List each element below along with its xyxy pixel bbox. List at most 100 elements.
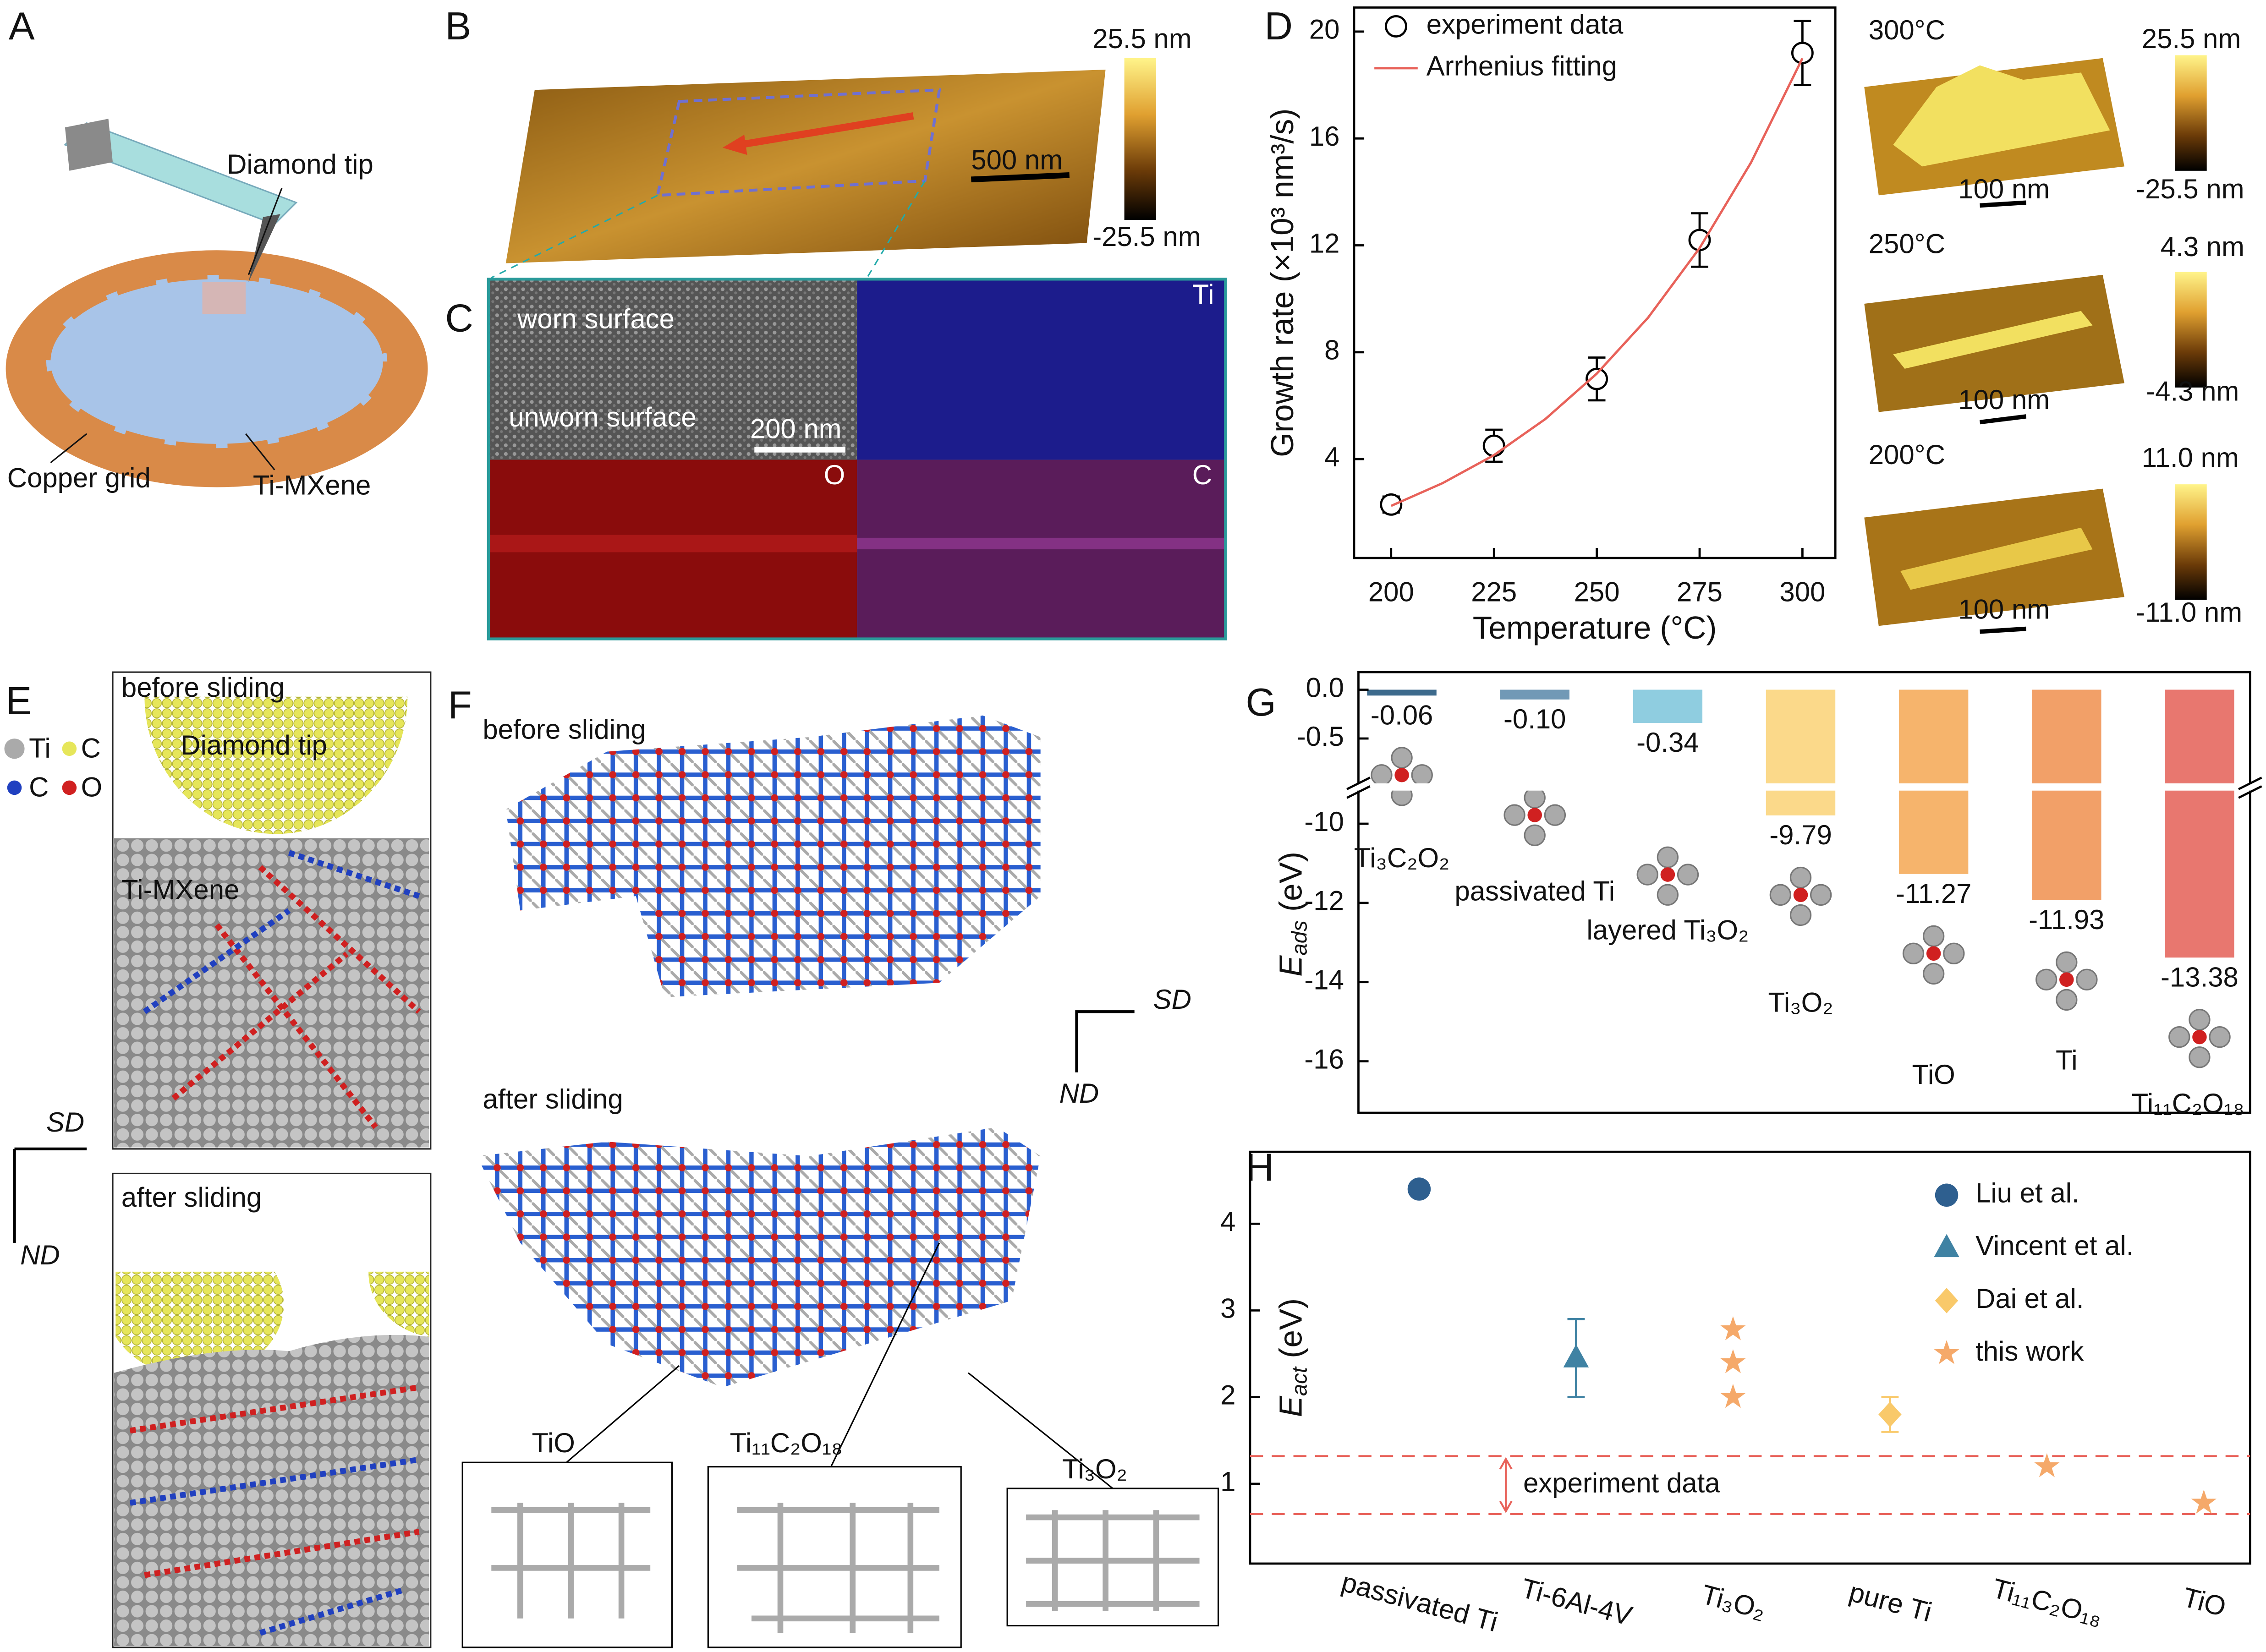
atom-icon [1657, 884, 1679, 906]
mxene-layers [143, 850, 421, 1129]
sem-image [488, 279, 857, 460]
panel-letter: A [9, 5, 35, 48]
scale-label: 100 nm [1958, 174, 2050, 204]
x-tick-label: Ti₃O₂ [1698, 1579, 1769, 1625]
y-tick-label: 0.0 [1306, 672, 1344, 703]
leader-line [245, 433, 275, 470]
atom-icon [2076, 968, 2098, 990]
atom-icon [1922, 925, 1945, 947]
atom-icon [1810, 884, 1832, 906]
x-tick-label: Ti₁₁C₂O₁₈ [1989, 1573, 2106, 1631]
afm-feature [1900, 527, 2093, 590]
atom-icon [1544, 804, 1566, 826]
legend-label: this work [1975, 1336, 2084, 1367]
scale-label: 100 nm [1958, 594, 2050, 625]
y-tick-label: -0.5 [1297, 721, 1344, 752]
atom-icon [1922, 963, 1945, 985]
data-point [1380, 493, 1403, 516]
legend-label: Liu et al. [1975, 1178, 2079, 1209]
map-label: C [1192, 459, 1212, 490]
fit-line [1390, 58, 1804, 507]
scan-area [202, 282, 246, 314]
axes-arrows [13, 1147, 87, 1243]
y-tick-label: 4 [1324, 442, 1339, 472]
scale-bar [1980, 200, 2026, 208]
mxene-atoms [114, 838, 429, 1148]
category-label: TiO [1912, 1059, 1955, 1090]
atom-icon [2209, 1026, 2231, 1048]
panel-letter: G [1245, 681, 1276, 724]
oxygen-layer [258, 865, 421, 1014]
axis-direction: ND [1059, 1078, 1099, 1109]
atom-icon [1527, 808, 1542, 822]
data-point [1482, 434, 1505, 457]
colorbar-label: 25.5 nm [2142, 23, 2241, 54]
diamond-tip [144, 696, 408, 834]
annotation: worn surface [517, 304, 675, 334]
x-tick-label: 275 [1677, 577, 1723, 607]
atom-icon [2056, 989, 2078, 1011]
legend-label: Dai et al. [1975, 1283, 2084, 1314]
legend-marker [4, 738, 25, 759]
structure-after [477, 1127, 1041, 1388]
bar [1367, 689, 1437, 696]
axis-direction: SD [1153, 984, 1191, 1015]
oxygen-layer [171, 952, 349, 1101]
annotation: before sliding [121, 672, 285, 703]
carbon-layer [259, 1586, 406, 1636]
carbon-layer [143, 908, 291, 1014]
colorbar-label: 11.0 nm [2142, 442, 2239, 473]
atom-icon [1657, 846, 1679, 868]
atom-icon [1660, 867, 1675, 882]
y-tick-label: 16 [1309, 121, 1340, 152]
carbon-band [857, 537, 1226, 550]
label-main: E [1273, 1395, 1309, 1417]
panel-frame [487, 278, 1227, 640]
leader-line [50, 433, 88, 464]
atom-icon [1524, 824, 1546, 846]
legend-swatch [1934, 1234, 1959, 1258]
range-arrow [1499, 1457, 1513, 1513]
category-label: Ti₃O₂ [1768, 987, 1833, 1017]
x-tick-label: 200 [1368, 577, 1414, 607]
colorbar-label: -11.0 nm [2136, 597, 2242, 628]
inset-label: Ti₁₁C₂O₁₈ [730, 1428, 843, 1458]
scale-bar [971, 172, 1070, 183]
carbon-layer [288, 850, 420, 899]
bar [1898, 689, 1969, 874]
legend-label: experiment data [1427, 9, 1624, 39]
scale-label: 200 nm [750, 413, 842, 444]
bar [2165, 689, 2234, 958]
x-tick-label: passivated Ti [1339, 1566, 1501, 1637]
atom-icon [1371, 764, 1393, 786]
y-tick-label: 12 [1309, 228, 1340, 258]
annotation: Diamond tip [227, 149, 373, 180]
axis-direction: SD [46, 1107, 84, 1138]
oxygen-layer [214, 923, 378, 1129]
value-label: -11.27 [1896, 878, 1971, 909]
afm-image [505, 70, 1106, 263]
legend-label: Arrhenius fitting [1427, 51, 1617, 82]
scale-label: 500 nm [971, 145, 1063, 175]
afm-feature [1893, 311, 2093, 369]
panel-letter: D [1264, 5, 1292, 48]
bar [1766, 689, 1836, 815]
marker [1720, 1349, 1746, 1373]
axes-arrows [1075, 1010, 1135, 1072]
category-label: passivated Ti [1454, 875, 1615, 906]
atom-icon [1943, 942, 1965, 964]
mxene-atoms [114, 1335, 429, 1646]
afm-feature [1893, 65, 2110, 167]
panel-letter: E [6, 679, 32, 723]
panel-letter: F [448, 684, 472, 727]
scan-arrow-head [722, 134, 747, 155]
plot-frame [1353, 6, 1837, 559]
inset-frame [461, 1461, 673, 1648]
atom-icon [1636, 864, 1658, 886]
x-tick-label: pure Ti [1846, 1576, 1935, 1628]
atom-icon [1503, 804, 1525, 826]
panel-letter: B [445, 5, 471, 48]
y-tick-label: -10 [1304, 806, 1344, 837]
category-label: Ti₃C₂O₂ [1354, 842, 1449, 873]
label-main: E [1273, 955, 1309, 977]
